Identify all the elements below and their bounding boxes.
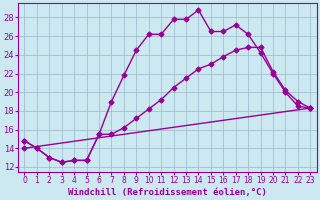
X-axis label: Windchill (Refroidissement éolien,°C): Windchill (Refroidissement éolien,°C) xyxy=(68,188,267,197)
